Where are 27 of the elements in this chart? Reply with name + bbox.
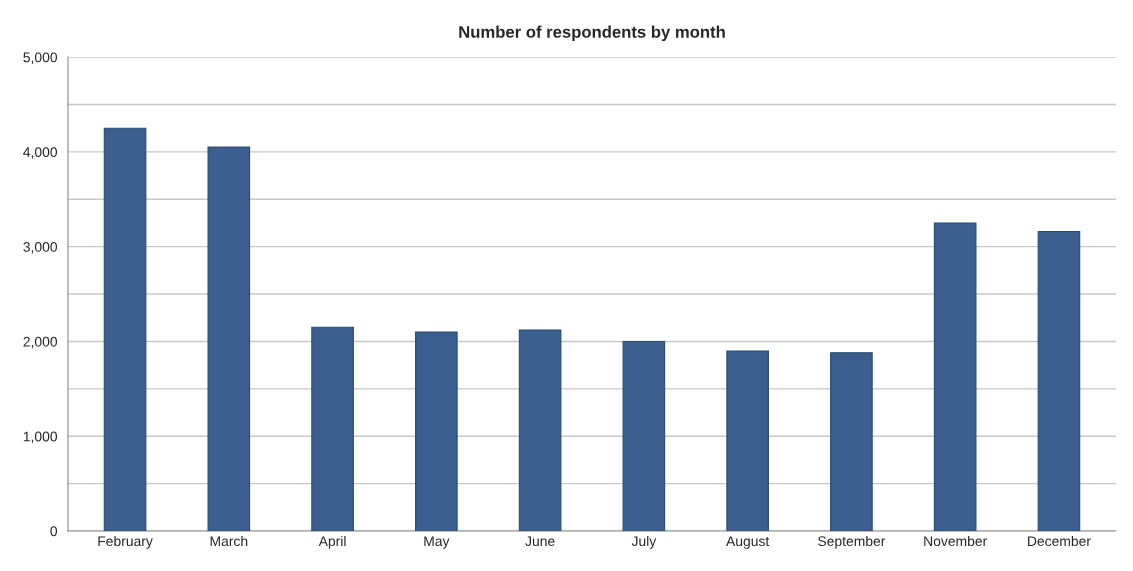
x-tick-label: August — [726, 536, 770, 549]
bar — [726, 350, 769, 532]
bar — [518, 329, 562, 532]
y-tick-label: 0 — [50, 526, 58, 537]
bar — [103, 127, 147, 532]
bar — [830, 352, 873, 532]
x-tick-label: March — [210, 535, 248, 547]
x-tick-label: September — [818, 535, 886, 549]
x-tick-label: May — [424, 536, 450, 549]
x-tick-label: July — [631, 535, 657, 549]
bar — [311, 326, 354, 532]
y-tick-label: 3,000 — [23, 242, 58, 254]
y-tick-label: 2,000 — [23, 336, 58, 349]
y-tick-label: 5,000 — [23, 52, 58, 64]
x-tick-label: June — [525, 536, 555, 547]
x-tick-label: December — [1028, 535, 1091, 547]
chart-title: Number of respondents by month — [459, 25, 725, 42]
y-tick-label: 4,000 — [23, 147, 58, 159]
bar — [207, 146, 251, 532]
y-tick-label: 1,000 — [23, 431, 58, 444]
bar — [1037, 230, 1081, 532]
bar — [622, 340, 666, 532]
x-tick-label: April — [318, 535, 346, 549]
x-tick-label: February — [98, 535, 153, 549]
bar — [415, 331, 458, 532]
bar — [933, 222, 977, 532]
x-tick-label: November — [924, 535, 987, 547]
